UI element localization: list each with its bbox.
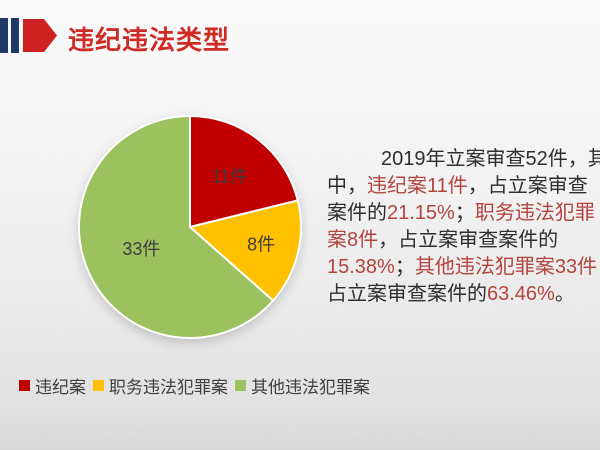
highlight-text-run: 21.15% <box>387 202 455 224</box>
text-run: ，占立案审查 <box>467 175 588 197</box>
pie-slice-2 <box>78 115 275 339</box>
paragraph-line-6: 占立案审查案件的63.46%。 <box>327 281 599 308</box>
legend-label: 违纪案 <box>35 378 86 397</box>
text-run: 案件的 <box>327 202 387 224</box>
legend-swatch-icon <box>19 380 30 391</box>
legend-swatch-icon <box>235 380 246 391</box>
paragraph-line-5: 15.38%；其他违法犯罪案33件， <box>327 254 600 281</box>
highlight-text-run: 违纪案11件 <box>367 175 468 197</box>
highlight-text-run: 63.46% <box>487 283 555 305</box>
legend-item-2: 其他违法犯罪案 <box>235 373 370 398</box>
legend-item-0: 违纪案 <box>19 373 86 398</box>
highlight-text-run: 案8件 <box>327 229 379 251</box>
chart-legend: 违纪案 职务违法犯罪案 其他违法犯罪案 <box>19 373 370 398</box>
legend-item-1: 职务违法犯罪案 <box>93 373 228 398</box>
header-accent-bar-1 <box>0 18 8 53</box>
paragraph-line-4: 案8件，占立案审查案件的 <box>327 227 599 254</box>
page-title: 违纪违法类型 <box>68 25 231 55</box>
legend-label: 职务违法犯罪案 <box>109 378 228 397</box>
pie-slice-label-2: 33件 <box>122 239 160 259</box>
text-run: 占立案审查案件的 <box>327 283 487 305</box>
header-accent-bar-2 <box>11 18 19 53</box>
text-run: ； <box>454 202 475 224</box>
legend-swatch-icon <box>93 380 104 391</box>
text-run: 中， <box>327 175 367 197</box>
text-run: ； <box>394 256 415 278</box>
text-run: 2019年立案审查52件，其 <box>381 148 600 170</box>
summary-paragraph: 2019年立案审查52件，其 中，违纪案11件，占立案审查 案件的21.15%；职务… <box>327 146 600 308</box>
pie-slice-label-1: 8件 <box>247 235 275 255</box>
paragraph-line-1: 2019年立案审查52件，其 <box>327 146 600 173</box>
highlight-text-run: 职务违法犯罪 <box>474 202 595 224</box>
arrow-right-icon <box>23 19 57 52</box>
highlight-text-run: 15.38% <box>327 256 395 278</box>
paragraph-line-2: 中，违纪案11件，占立案审查 <box>327 173 599 200</box>
pie-slice-1 <box>189 199 302 302</box>
pie-slice-label-0: 11件 <box>211 166 248 186</box>
pie-slice-0 <box>189 115 299 228</box>
highlight-text-run: 其他违法犯罪案33件 <box>414 256 598 278</box>
text-run: 。 <box>554 283 575 305</box>
text-run: ， <box>597 256 600 278</box>
pie-chart: 11件 8件 33件 <box>78 115 302 339</box>
text-run: ，占立案审查案件的 <box>378 229 559 251</box>
legend-label: 其他违法犯罪案 <box>251 378 370 397</box>
paragraph-line-3: 案件的21.15%；职务违法犯罪 <box>327 200 599 227</box>
